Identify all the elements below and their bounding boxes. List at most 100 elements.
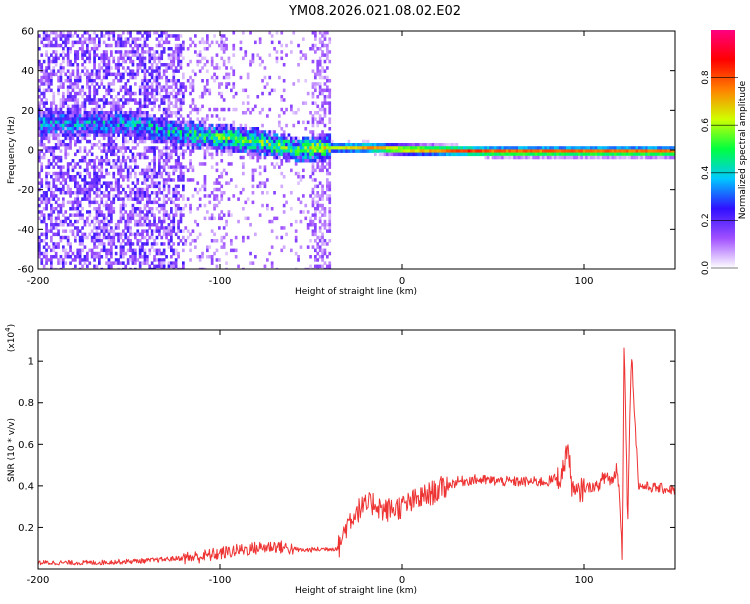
spectrogram-x-tick-label: 0 — [399, 276, 405, 287]
spectrogram-cell — [117, 91, 120, 96]
spectrogram-cell — [302, 146, 305, 150]
spectrogram-cell — [167, 107, 171, 112]
spectrogram-cell — [124, 146, 128, 150]
spectrogram-cell — [143, 219, 147, 224]
spectrogram-cell — [98, 127, 101, 131]
spectrogram-cell — [645, 155, 648, 160]
spectrogram-cell — [126, 178, 130, 182]
spectrogram-cell — [131, 197, 135, 201]
spectrogram-cell — [138, 207, 142, 211]
spectrogram-cell — [155, 191, 159, 195]
spectrogram-cell — [165, 111, 168, 115]
spectrogram-cell — [318, 210, 322, 214]
spectrogram-cell — [246, 101, 250, 105]
spectrogram-cell — [261, 149, 264, 153]
spectrogram-cell — [143, 258, 147, 262]
spectrogram-cell — [59, 120, 63, 125]
spectrogram-cell — [153, 75, 156, 80]
spectrogram-cell — [165, 178, 168, 182]
spectrogram-cell — [321, 197, 324, 201]
spectrogram-cell — [136, 191, 140, 195]
spectrogram-y-tick-label: 0 — [28, 146, 34, 157]
spectrogram-cell — [386, 146, 389, 150]
spectrogram-cell — [47, 162, 51, 166]
spectrogram-cell — [290, 107, 293, 112]
spectrogram-cell — [69, 248, 72, 253]
spectrogram-cell — [314, 255, 317, 259]
spectrogram-cell — [86, 82, 89, 86]
spectrogram-cell — [83, 104, 87, 109]
spectrogram-cell — [616, 152, 620, 157]
spectrogram-cell — [412, 143, 416, 147]
spectrogram-cell — [280, 50, 284, 54]
spectrogram-cell — [78, 187, 82, 192]
spectrogram-cell — [201, 162, 204, 166]
spectrogram-cell — [136, 136, 140, 141]
spectrogram-cell — [150, 95, 154, 99]
spectrogram-cell — [124, 203, 128, 208]
spectrogram-cell — [177, 235, 180, 240]
spectrogram-cell — [239, 123, 243, 128]
spectrogram-cell — [203, 130, 207, 134]
spectrogram-cell — [203, 181, 207, 185]
spectrogram-cell — [114, 223, 118, 227]
spectrogram-cell — [278, 114, 281, 118]
spectrogram-cell — [321, 130, 324, 134]
spectrogram-cell — [470, 149, 473, 153]
spectrogram-cell — [93, 50, 96, 54]
spectrogram-cell — [314, 168, 317, 173]
spectrogram-cell — [174, 43, 178, 48]
spectrogram-cell — [606, 155, 610, 160]
spectrogram-cell — [162, 117, 166, 121]
spectrogram-cell — [57, 111, 60, 115]
spectrogram-cell — [177, 255, 180, 259]
spectrogram-cell — [592, 146, 596, 150]
spectrogram-cell — [371, 143, 375, 147]
spectrogram-cell — [647, 149, 651, 153]
spectrogram-cell — [78, 117, 82, 121]
spectrogram-cell — [138, 120, 142, 125]
spectrogram-cell — [304, 139, 308, 144]
spectrogram-cell — [160, 120, 164, 125]
spectrogram-cell — [328, 261, 332, 265]
spectrogram-cell — [131, 139, 135, 144]
spectrogram-cell — [155, 235, 159, 240]
spectrogram-cell — [314, 248, 317, 253]
spectrogram-cell — [220, 175, 224, 179]
spectrogram-cell — [83, 232, 87, 237]
spectrogram-cell — [165, 152, 168, 157]
spectrogram-cell — [76, 194, 80, 198]
spectrogram-cell — [162, 184, 166, 189]
spectrogram-cell — [434, 152, 437, 157]
spectrogram-cell — [150, 133, 154, 137]
spectrogram-cell — [434, 146, 437, 150]
spectrogram-cell — [189, 104, 192, 109]
spectrogram-cell — [129, 117, 132, 121]
spectrogram-cell — [47, 136, 51, 141]
spectrogram-cell — [179, 210, 183, 214]
spectrogram-cell — [280, 146, 284, 150]
spectrogram-cell — [172, 251, 176, 256]
spectrogram-cell — [227, 149, 231, 153]
spectrogram-cell — [323, 59, 327, 64]
spectrogram-cell — [83, 107, 87, 112]
spectrogram-cell — [74, 40, 77, 45]
spectrogram-cell — [165, 229, 168, 233]
spectrogram-cell — [124, 267, 128, 269]
spectrogram-cell — [162, 267, 166, 269]
spectrogram-cell — [328, 91, 332, 96]
spectrogram-cell — [210, 229, 214, 233]
spectrogram-cell — [102, 95, 106, 99]
spectrogram-cell — [86, 50, 89, 54]
spectrogram-cell — [40, 181, 44, 185]
spectrogram-cell — [160, 226, 164, 230]
spectrogram-cell — [71, 213, 75, 217]
spectrogram-cell — [90, 200, 94, 205]
spectrogram-cell — [69, 143, 72, 147]
spectrogram-cell — [102, 123, 106, 128]
spectrogram-cell — [326, 143, 329, 147]
spectrogram-cell — [266, 178, 269, 182]
colorbar-ticks: 0.00.20.40.60.8 — [701, 70, 738, 275]
spectrogram-cell — [162, 69, 166, 73]
spectrogram-cell — [143, 155, 147, 160]
